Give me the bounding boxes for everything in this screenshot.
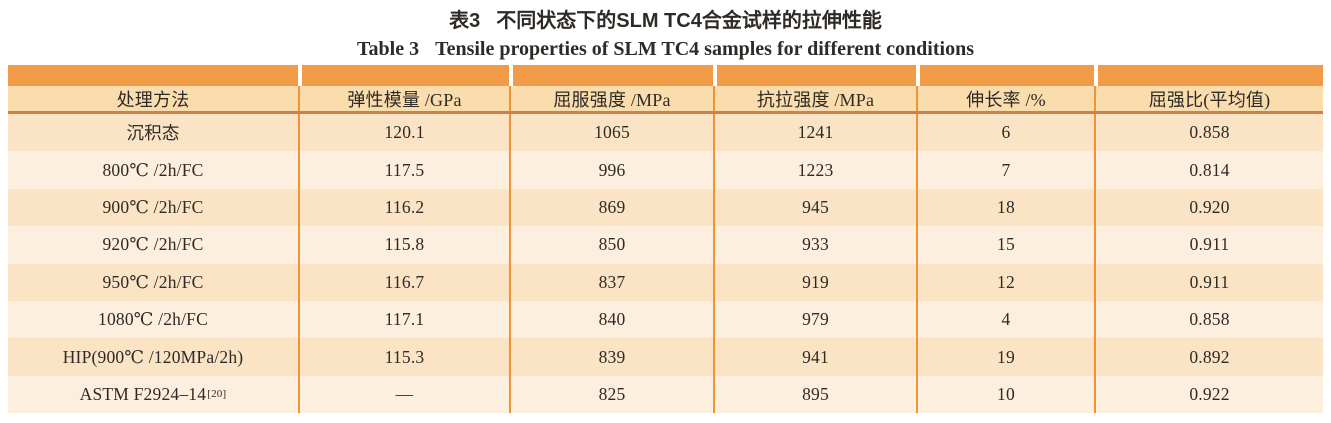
cell-yield-ratio: 0.911: [1094, 226, 1323, 264]
cell-tensile-strength: 933: [713, 226, 916, 264]
col-header-elastic-modulus: 弹性模量 /GPa: [298, 86, 509, 111]
table-row: 950℃ /2h/FC 116.7 837 919 12 0.911: [8, 263, 1323, 301]
cell-tensile-strength: 895: [713, 375, 916, 414]
cell-yield-ratio: 0.814: [1094, 151, 1323, 189]
table-row: 沉积态 120.1 1065 1241 6 0.858: [8, 114, 1323, 152]
header-accent-bar-segment: [8, 65, 298, 86]
header-underline: [8, 111, 1323, 114]
cell-treatment: 800℃ /2h/FC: [8, 151, 298, 189]
col-header-tensile-strength: 抗拉强度 /MPa: [713, 86, 916, 111]
table-caption-en-label: Table 3: [357, 38, 420, 60]
cell-tensile-strength: 945: [713, 188, 916, 227]
cell-tensile-strength: 979: [713, 300, 916, 339]
cell-elongation: 6: [916, 114, 1094, 152]
table-row: 920℃ /2h/FC 115.8 850 933 15 0.911: [8, 226, 1323, 264]
cell-yield-strength: 837: [509, 263, 713, 301]
col-header-treatment: 处理方法: [8, 86, 298, 111]
cell-yield-ratio: 0.858: [1094, 300, 1323, 339]
cell-tensile-strength: 941: [713, 338, 916, 376]
cell-yield-strength: 850: [509, 226, 713, 264]
cell-yield-ratio: 0.920: [1094, 188, 1323, 227]
cell-elongation: 7: [916, 151, 1094, 189]
table-body: 沉积态 120.1 1065 1241 6 0.858 800℃ /2h/FC 117.5 99…: [8, 114, 1323, 414]
tensile-properties-table: 处理方法 弹性模量 /GPa 屈服强度 /MPa 抗拉强度 /MPa 伸长率 /…: [8, 65, 1323, 414]
cell-yield-strength: 840: [509, 300, 713, 339]
header-accent-bar-segment: [713, 65, 916, 86]
cell-elastic-modulus: 117.5: [298, 151, 509, 189]
cell-yield-ratio: 0.911: [1094, 263, 1323, 301]
cell-yield-strength: 996: [509, 151, 713, 189]
table-header-row: 处理方法 弹性模量 /GPa 屈服强度 /MPa 抗拉强度 /MPa 伸长率 /…: [8, 86, 1323, 111]
cell-treatment: HIP(900℃ /120MPa/2h): [8, 338, 298, 376]
cell-treatment: 950℃ /2h/FC: [8, 263, 298, 301]
header-accent-bar: [8, 65, 1323, 86]
cell-yield-ratio: 0.922: [1094, 375, 1323, 414]
cell-treatment: 沉积态: [8, 114, 298, 152]
page: 表3 不同状态下的SLM TC4合金试样的拉伸性能 Table 3 Tensile …: [0, 8, 1331, 414]
table-row: HIP(900℃ /120MPa/2h) 115.3 839 941 19 0.892: [8, 338, 1323, 376]
cell-yield-strength: 825: [509, 375, 713, 414]
cell-elastic-modulus: —: [298, 375, 509, 414]
cell-treatment: 900℃ /2h/FC: [8, 188, 298, 227]
header-accent-bar-segment: [509, 65, 713, 86]
table-caption-en-text: Tensile properties of SLM TC4 samples fo…: [435, 38, 974, 60]
cell-tensile-strength: 1223: [713, 151, 916, 189]
cell-elongation: 18: [916, 188, 1094, 227]
table-row: 900℃ /2h/FC 116.2 869 945 18 0.920: [8, 188, 1323, 227]
cell-elongation: 19: [916, 338, 1094, 376]
table-caption-zh-text: 不同状态下的SLM TC4合金试样的拉伸性能: [496, 10, 882, 32]
cell-elastic-modulus: 116.2: [298, 188, 509, 227]
header-accent-bar-segment: [916, 65, 1094, 86]
cell-tensile-strength: 919: [713, 263, 916, 301]
table-caption-en: Table 3 Tensile properties of SLM TC4 sam…: [0, 36, 1331, 62]
cell-yield-ratio: 0.892: [1094, 338, 1323, 376]
table-row: 1080℃ /2h/FC 117.1 840 979 4 0.858: [8, 300, 1323, 339]
cell-elastic-modulus: 116.7: [298, 263, 509, 301]
cell-yield-strength: 1065: [509, 114, 713, 152]
header-accent-bar-segment: [298, 65, 509, 86]
table-caption-zh: 表3 不同状态下的SLM TC4合金试样的拉伸性能: [0, 8, 1331, 34]
header-accent-bar-segment: [1094, 65, 1323, 86]
col-header-yield-strength: 屈服强度 /MPa: [509, 86, 713, 111]
cell-treatment: ASTM F2924–14 [20]: [8, 375, 298, 414]
cell-elongation: 10: [916, 375, 1094, 414]
table-row: 800℃ /2h/FC 117.5 996 1223 7 0.814: [8, 151, 1323, 189]
cell-treatment: 920℃ /2h/FC: [8, 226, 298, 264]
cell-elastic-modulus: 115.8: [298, 226, 509, 264]
table-row: ASTM F2924–14 [20] —825 895 10 0.922: [8, 375, 1323, 414]
cell-yield-strength: 839: [509, 338, 713, 376]
cell-tensile-strength: 1241: [713, 114, 916, 152]
cell-elastic-modulus: 120.1: [298, 114, 509, 152]
col-header-elongation: 伸长率 /%: [916, 86, 1094, 111]
cell-elongation: 4: [916, 300, 1094, 339]
table-caption-zh-label: 表3: [449, 10, 481, 32]
cell-elongation: 12: [916, 263, 1094, 301]
col-header-yield-ratio: 屈强比(平均值): [1094, 86, 1323, 111]
cell-elastic-modulus: 115.3: [298, 338, 509, 376]
cell-yield-strength: 869: [509, 188, 713, 227]
cell-elastic-modulus: 117.1: [298, 300, 509, 339]
cell-yield-ratio: 0.858: [1094, 114, 1323, 152]
cell-treatment: 1080℃ /2h/FC: [8, 300, 298, 339]
cell-elongation: 15: [916, 226, 1094, 264]
